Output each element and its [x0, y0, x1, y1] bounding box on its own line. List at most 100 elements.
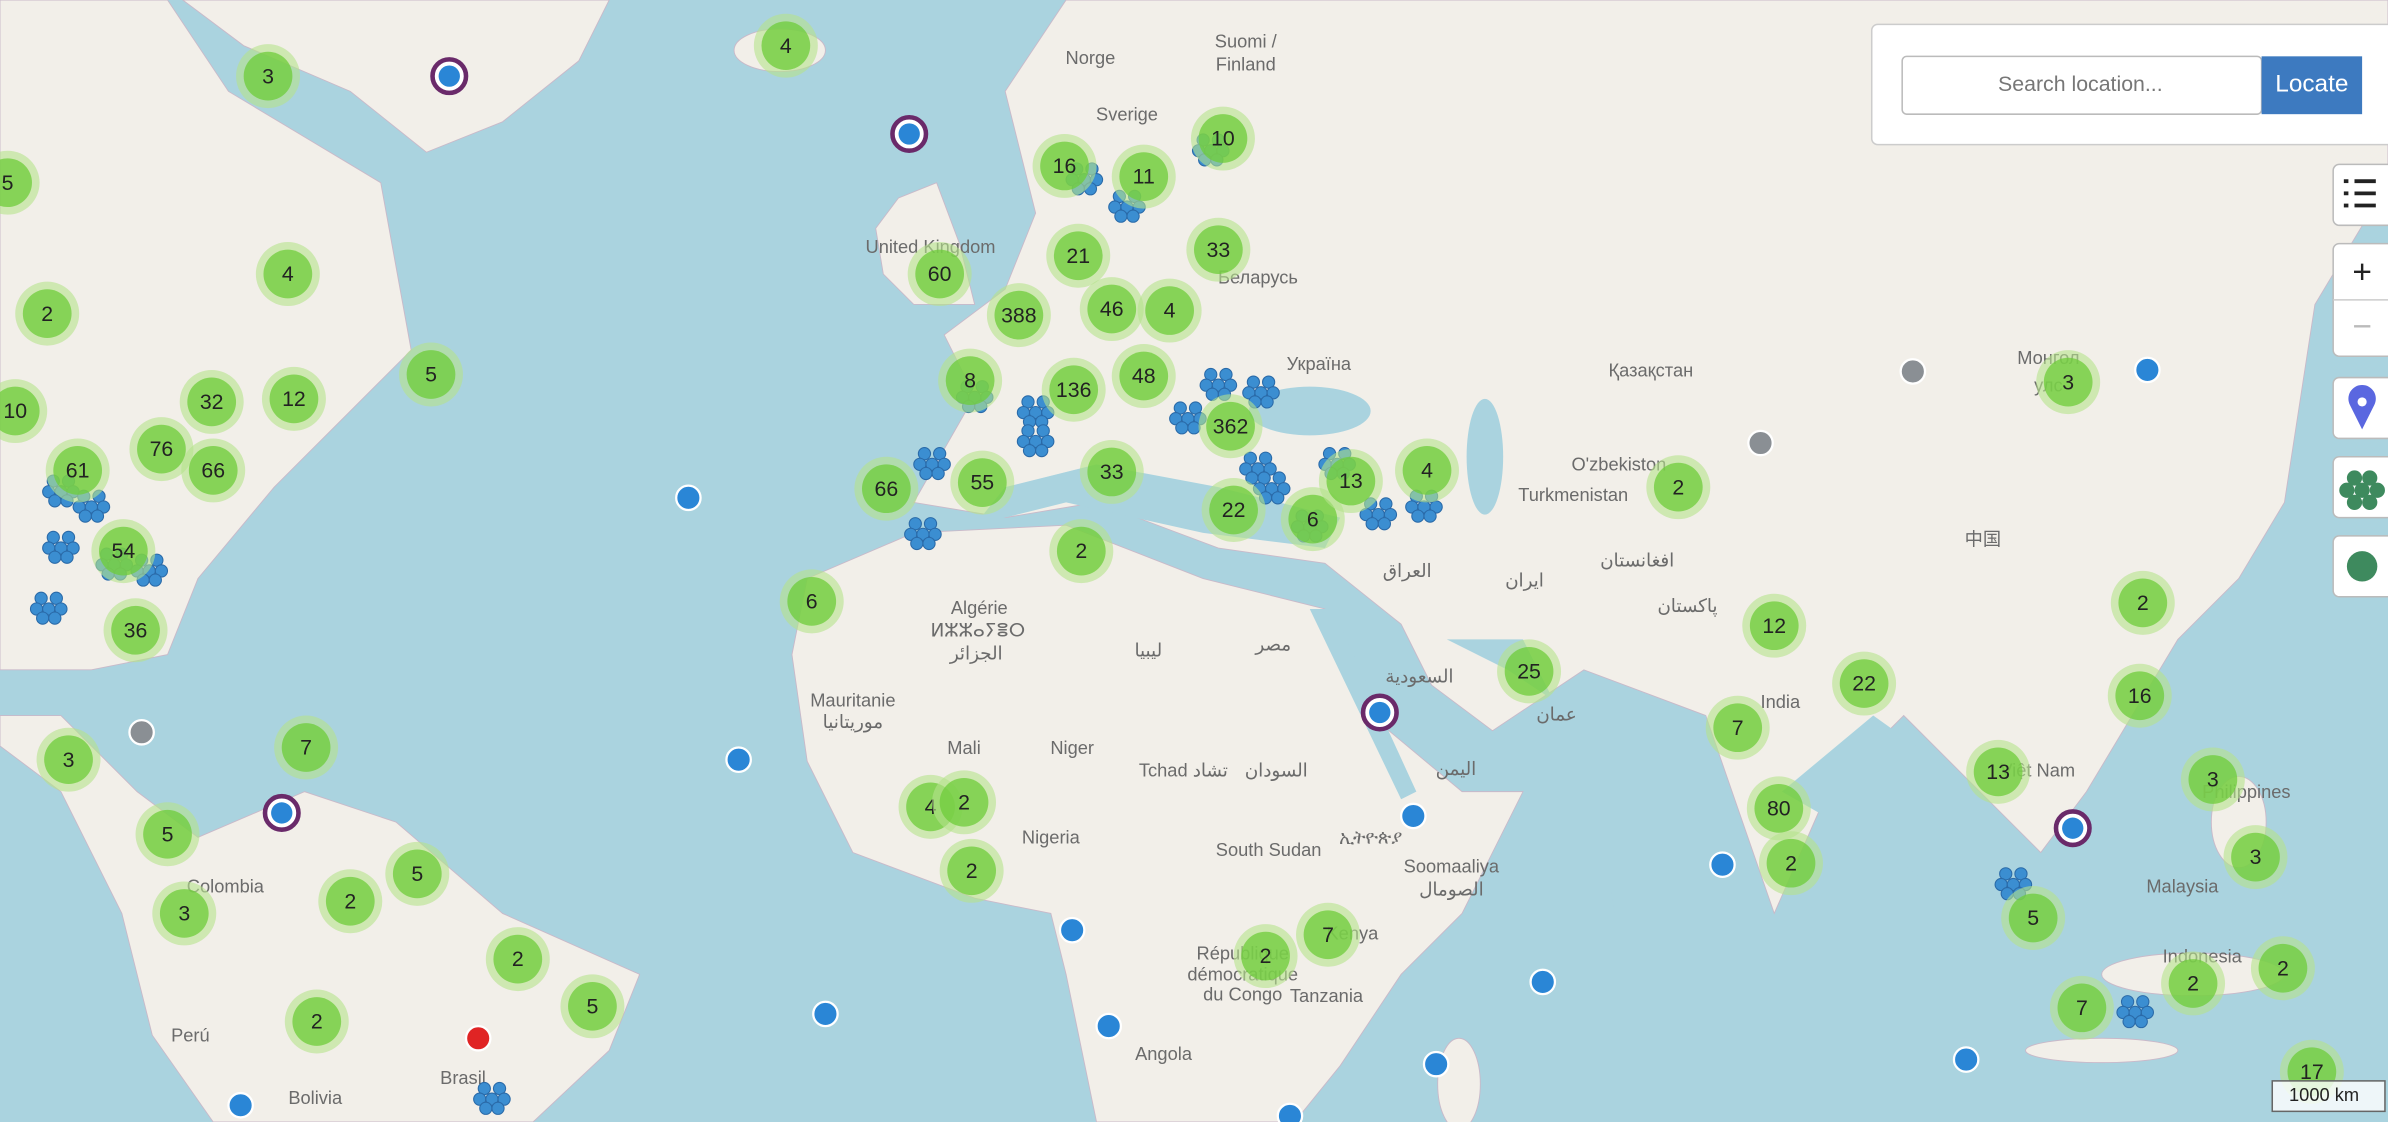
cluster-count: 362	[1213, 414, 1249, 438]
cluster[interactable]: 76	[129, 417, 194, 482]
cluster[interactable]: 7	[274, 715, 339, 780]
cluster-core	[1040, 141, 1089, 191]
cluster[interactable]: 362	[1198, 394, 1263, 459]
hex-cell	[1383, 507, 1398, 522]
scale-bar: 1000 km	[2271, 1080, 2386, 1113]
cluster[interactable]: 33	[1186, 217, 1251, 282]
cluster[interactable]: 5	[399, 342, 463, 407]
cluster[interactable]: 12	[1742, 593, 1807, 658]
cluster[interactable]: 66	[854, 456, 919, 521]
place-label: Malaysia	[2146, 875, 2219, 896]
cluster[interactable]: 2	[2110, 570, 2175, 635]
cluster-count: 60	[928, 262, 952, 286]
cluster[interactable]: 2	[485, 927, 550, 992]
cluster-count: 5	[2027, 906, 2039, 930]
cluster-core	[947, 846, 997, 896]
cluster-count: 5	[162, 822, 174, 846]
cluster-count: 3	[178, 902, 190, 926]
map-controls: + −	[2332, 163, 2388, 598]
place-label: الجزائر	[949, 642, 1003, 664]
cluster[interactable]: 16	[1032, 133, 1097, 198]
locate-button[interactable]	[2261, 56, 2363, 115]
cluster-count: 6	[806, 589, 818, 613]
zoom-out[interactable]: −	[2352, 309, 2372, 346]
cluster[interactable]: 13	[1318, 449, 1383, 514]
cluster[interactable]: 7	[1705, 695, 1770, 760]
cluster[interactable]: 2	[932, 770, 997, 835]
cluster-core	[137, 424, 186, 474]
cluster[interactable]: 3	[236, 44, 301, 109]
location-dot	[1095, 1012, 1123, 1040]
cluster[interactable]: 32	[179, 369, 244, 434]
cluster[interactable]: 8	[938, 348, 1003, 413]
cluster-count: 3	[2207, 768, 2219, 792]
cluster[interactable]: 36	[103, 598, 168, 663]
cluster[interactable]: 66	[181, 438, 246, 503]
cluster[interactable]: 12	[261, 366, 326, 431]
cluster[interactable]: 4	[1395, 438, 1459, 503]
cluster-count: 7	[300, 736, 312, 760]
cluster-core	[1241, 931, 1290, 981]
cluster[interactable]: 5	[385, 841, 450, 906]
cluster-count: 136	[1056, 378, 1092, 402]
cluster[interactable]: 10	[1190, 106, 1255, 171]
cluster[interactable]: 2	[2161, 951, 2226, 1016]
cluster[interactable]: 388	[986, 283, 1051, 348]
hex-cell	[96, 500, 111, 514]
cluster[interactable]: 2	[1646, 455, 1711, 520]
cluster[interactable]: 7	[1296, 902, 1361, 967]
cluster[interactable]: 25	[1497, 639, 1562, 704]
cluster[interactable]: 5	[560, 974, 625, 1039]
cluster[interactable]: 2	[2250, 936, 2315, 1001]
cluster-core	[0, 158, 32, 208]
cluster[interactable]: 2	[15, 281, 80, 346]
cluster[interactable]: 22	[1832, 651, 1897, 716]
cluster[interactable]: 55	[950, 450, 1015, 515]
cluster[interactable]: 3	[36, 727, 101, 792]
cluster[interactable]: 3	[2036, 350, 2101, 415]
cluster[interactable]: 2	[1233, 924, 1298, 989]
cluster[interactable]: 16	[2107, 663, 2172, 728]
cluster[interactable]: 2	[939, 838, 1004, 903]
cluster-count: 7	[1322, 923, 1334, 947]
place-label: Norge	[1066, 47, 1116, 68]
cluster[interactable]: 3	[152, 881, 217, 946]
cluster[interactable]: 2	[1759, 831, 1823, 896]
cluster-core	[2043, 357, 2093, 407]
cluster[interactable]: 4	[1137, 278, 1202, 343]
cluster[interactable]: 54	[91, 519, 156, 584]
cluster[interactable]: 2	[318, 869, 383, 934]
cluster[interactable]: 3	[2223, 825, 2288, 890]
cluster-core	[1087, 284, 1137, 334]
cluster[interactable]: 5	[135, 802, 200, 867]
zoom-in[interactable]: +	[2352, 254, 2372, 291]
cluster[interactable]: 4	[255, 242, 320, 306]
hex-group	[1239, 451, 1277, 485]
cluster[interactable]: 61	[45, 438, 110, 503]
cluster[interactable]: 2	[1049, 519, 1114, 584]
cluster[interactable]: 10	[0, 379, 48, 444]
hex-group	[2116, 995, 2154, 1029]
cluster[interactable]: 13	[1966, 739, 2031, 804]
cluster[interactable]: 5	[2001, 886, 2066, 950]
cluster[interactable]: 3	[2180, 747, 2245, 812]
cluster[interactable]: 80	[1746, 776, 1811, 841]
cluster[interactable]: 46	[1079, 277, 1144, 342]
cluster[interactable]: 5	[0, 150, 40, 215]
location-dot	[227, 1091, 254, 1119]
cluster[interactable]: 11	[1111, 144, 1176, 209]
cluster[interactable]: 6	[779, 569, 844, 634]
hex-cell	[2140, 1005, 2154, 1020]
cluster[interactable]: 7	[2049, 975, 2114, 1040]
cluster[interactable]: 4	[753, 13, 818, 78]
cluster[interactable]: 33	[1079, 439, 1144, 504]
hex-group	[29, 591, 68, 625]
hex-cell	[1277, 482, 1291, 496]
cluster[interactable]: 60	[907, 242, 972, 306]
cluster[interactable]: 21	[1046, 223, 1111, 288]
cluster[interactable]: 22	[1201, 478, 1266, 542]
cluster[interactable]: 48	[1111, 344, 1176, 408]
cluster[interactable]: 136	[1041, 357, 1106, 422]
cluster[interactable]: 2	[284, 989, 349, 1054]
